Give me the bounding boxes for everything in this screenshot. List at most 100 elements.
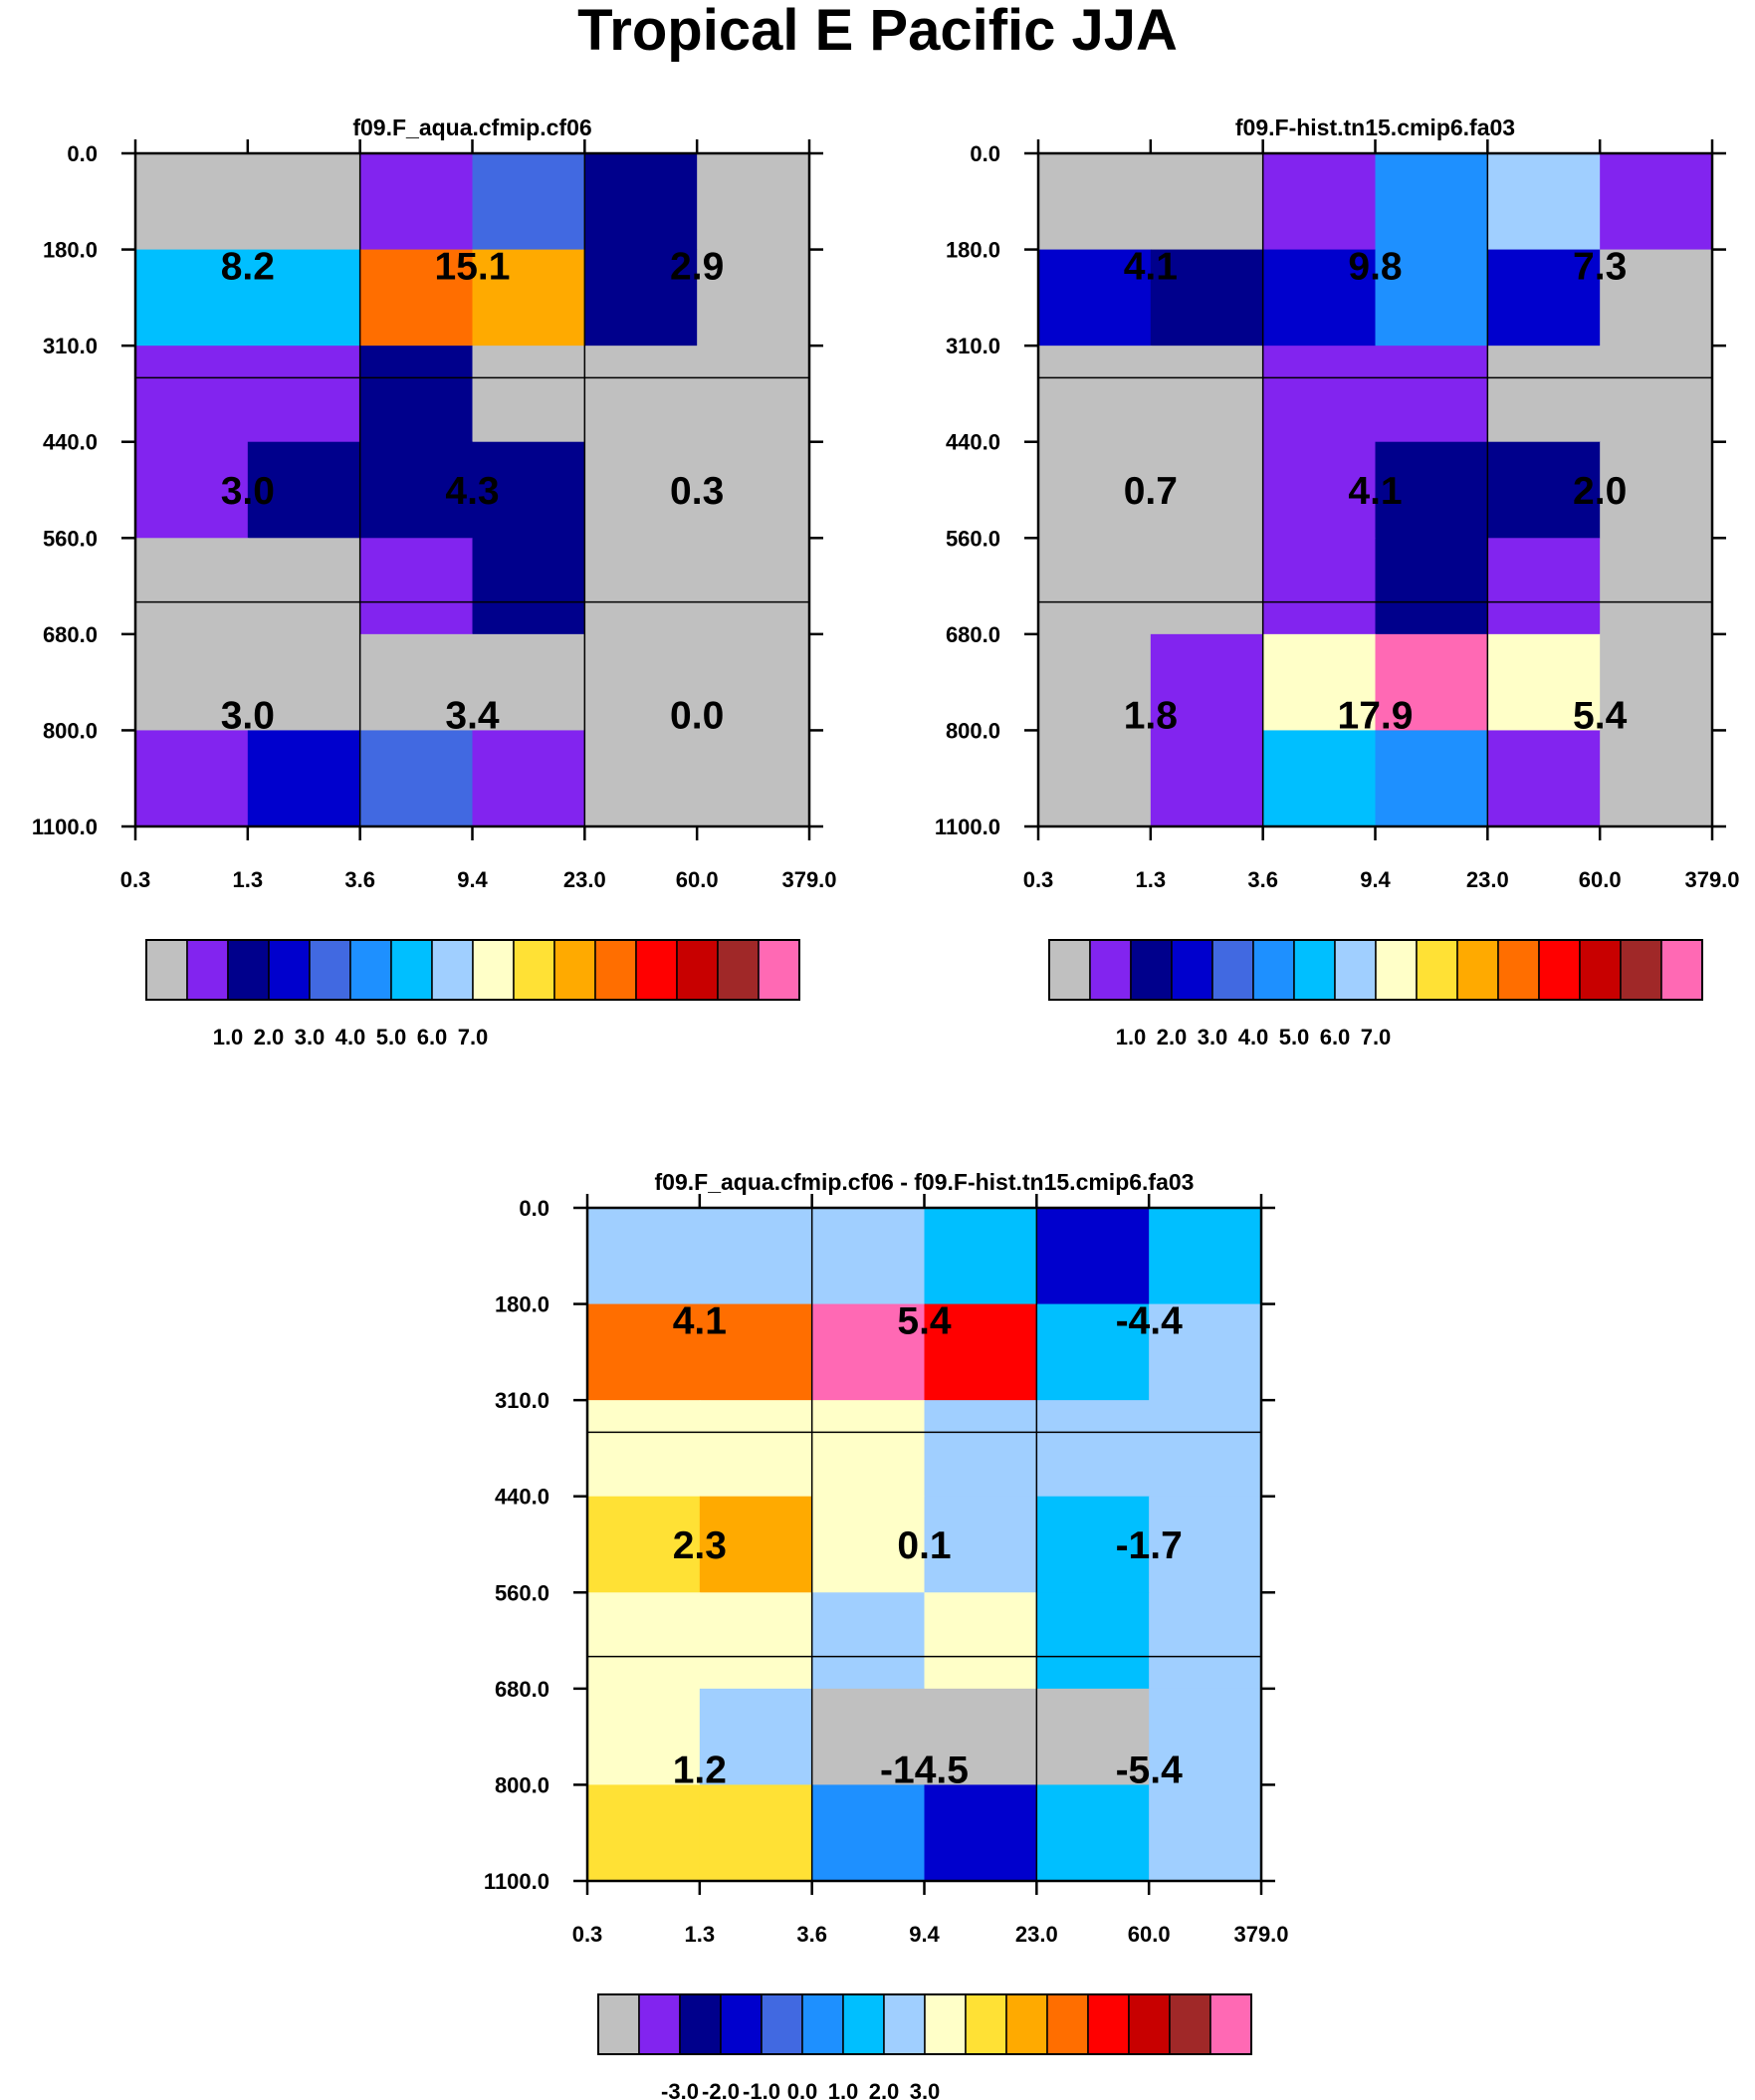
colorbar-swatch [720, 1993, 763, 2055]
heatmap-cell [1262, 730, 1377, 827]
y-tick-label: 180.0 [946, 238, 1000, 263]
colorbar-swatch [1130, 939, 1173, 1001]
panel-3: f09.F_aqua.cfmip.cf06 - f09.F-hist.tn15.… [484, 1169, 1289, 2100]
colorbar-swatch [309, 939, 351, 1001]
colorbar-label: 5.0 [376, 1025, 407, 1050]
cell-value-label: 5.4 [897, 1300, 952, 1343]
colorbar-swatch [472, 939, 515, 1001]
heatmap-cell [697, 538, 810, 635]
colorbar-frame [597, 1993, 1252, 2055]
heatmap-cell [1038, 633, 1152, 732]
colorbar-swatch [801, 1993, 844, 2055]
heatmap-cell [359, 441, 474, 539]
heatmap-cell [587, 1784, 701, 1882]
colorbar-swatch [1005, 1993, 1048, 2055]
heatmap-cell [924, 1784, 1037, 1882]
heatmap-cell [1487, 633, 1601, 732]
cell-value-label: 4.1 [673, 1300, 727, 1343]
heatmap-cell [1038, 153, 1152, 251]
heatmap-cell [135, 441, 249, 539]
heatmap-cell [135, 538, 249, 635]
heatmap-cell [924, 1592, 1037, 1690]
colorbar-label: -2.0 [702, 2079, 740, 2100]
heatmap-cell [697, 346, 810, 443]
heatmap-cell [247, 633, 361, 732]
heatmap-cell [1600, 633, 1713, 732]
y-tick-label: 440.0 [495, 1485, 549, 1510]
heatmap-cell [472, 249, 585, 347]
colorbar-swatch [1087, 1993, 1130, 2055]
heatmap-cell [1150, 538, 1264, 635]
heatmap-cell [135, 346, 249, 443]
heatmap-cell [584, 249, 698, 347]
cell-value-label: 2.3 [673, 1524, 727, 1567]
heatmap-cell [811, 1784, 926, 1882]
heatmap-cell [1149, 1400, 1262, 1498]
y-tick-label: 1100.0 [32, 815, 98, 839]
heatmap-cell [587, 1400, 701, 1498]
y-tick-label: 1100.0 [484, 1869, 549, 1894]
heatmap-cell [1600, 441, 1713, 539]
colorbar-label: 2.0 [1157, 1025, 1188, 1050]
colorbar-swatch [761, 1993, 803, 2055]
colorbar-label: 3.0 [295, 1025, 326, 1050]
colorbar-label: -1.0 [743, 2079, 780, 2100]
heatmap-cell [1036, 1784, 1150, 1882]
heatmap-cell [135, 249, 249, 347]
y-tick-label: 800.0 [495, 1772, 549, 1797]
cell-value-label: 3.4 [445, 694, 500, 737]
colorbar-swatch [883, 1993, 926, 2055]
y-tick-label: 680.0 [946, 622, 1000, 647]
heatmap-cell [584, 633, 698, 732]
heatmap-cell [699, 1208, 813, 1305]
heatmap-cell [811, 1496, 926, 1593]
colorbar-swatch [1252, 939, 1295, 1001]
x-tick-label: 379.0 [781, 867, 836, 892]
heatmap-cell [697, 249, 810, 347]
heatmap-cell [811, 1400, 926, 1498]
heatmap-cell [1262, 441, 1377, 539]
heatmap-cell [1487, 346, 1601, 443]
cell-value-label: 2.0 [1573, 470, 1627, 513]
heatmap-cell [247, 346, 361, 443]
heatmap-cell [1600, 249, 1713, 347]
colorbar-swatch [553, 939, 596, 1001]
colorbar-frame [145, 939, 800, 1001]
y-tick-label: 800.0 [43, 718, 98, 743]
y-tick-label: 180.0 [43, 238, 98, 263]
heatmap-cell [135, 153, 249, 251]
cell-value-label: 9.8 [1348, 246, 1402, 289]
x-tick-label: 60.0 [676, 867, 719, 892]
cell-value-label: -4.4 [1116, 1300, 1184, 1343]
colorbar-swatch [1334, 939, 1377, 1001]
colorbar-swatch [1579, 939, 1622, 1001]
colorbar-label: 4.0 [335, 1025, 366, 1050]
colorbar-swatch [1171, 939, 1213, 1001]
cell-value-label: 3.0 [221, 470, 275, 513]
heatmap-cell [1487, 153, 1601, 251]
heatmap-cell [924, 1303, 1037, 1401]
y-tick-label: 1100.0 [935, 815, 1000, 839]
heatmap-cell [1600, 346, 1713, 443]
heatmap-cell [472, 346, 585, 443]
x-tick-label: 1.3 [1136, 867, 1167, 892]
colorbar-swatch [1089, 939, 1132, 1001]
heatmap-cell [472, 633, 585, 732]
heatmap-cell [584, 346, 698, 443]
colorbar-label: 1.0 [1116, 1025, 1147, 1050]
colorbar-swatch [638, 1993, 681, 2055]
colorbar-swatch [965, 1993, 1007, 2055]
cell-value-label: 8.2 [221, 246, 275, 289]
heatmap-cell [1150, 633, 1264, 732]
heatmap-cell [587, 1592, 701, 1690]
colorbar-label: 5.0 [1279, 1025, 1310, 1050]
heatmap-cell [699, 1688, 813, 1786]
colorbar-swatch [1048, 939, 1091, 1001]
heatmap-cell [1038, 441, 1152, 539]
heatmap-cell [587, 1303, 701, 1401]
y-tick-label: 310.0 [43, 334, 98, 358]
y-tick-label: 0.0 [67, 141, 98, 166]
heatmap-cell [584, 730, 698, 827]
x-tick-label: 379.0 [1233, 1922, 1288, 1947]
colorbar-label: 6.0 [417, 1025, 448, 1050]
